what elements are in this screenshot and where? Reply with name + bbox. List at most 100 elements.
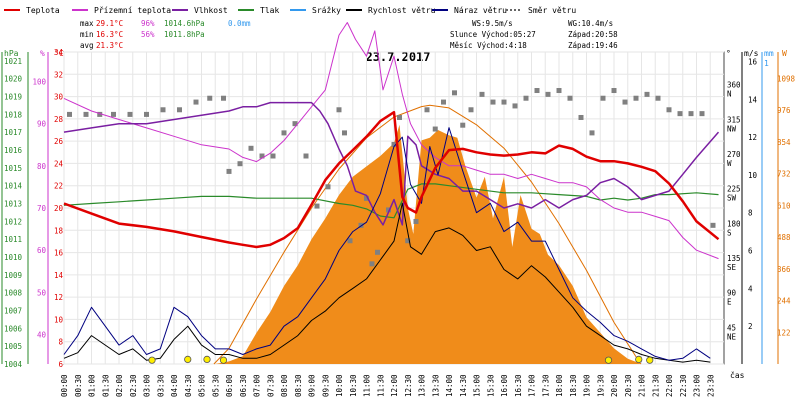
y-tick-dir-label: S bbox=[727, 228, 732, 237]
rain-marker bbox=[604, 356, 613, 364]
wind-direction-point bbox=[369, 261, 375, 267]
wind-direction-point bbox=[611, 88, 617, 94]
y-tick-degc: 16 bbox=[54, 249, 64, 258]
legend-wind-speed: Rychlost větru bbox=[368, 6, 436, 15]
wind-direction-point bbox=[633, 95, 639, 101]
wind-direction-point bbox=[432, 126, 438, 132]
axes: 00:00 00:30 01:00 01:30 02:00 02:30 03:00 03:30… bbox=[1, 48, 796, 397]
y-tick-hpa: 1004 bbox=[4, 360, 23, 369]
x-tick-label: 22:00 bbox=[665, 374, 674, 397]
wind-direction-point bbox=[413, 218, 419, 224]
stat-wg: WG:10.4m/s bbox=[568, 19, 613, 28]
y-tick-hpa: 1020 bbox=[4, 75, 23, 84]
y-tick-degc: 12 bbox=[54, 293, 63, 302]
stat-sun: Slunce Východ:05:27 bbox=[450, 30, 536, 39]
y-tick-wm2: 610 bbox=[777, 201, 791, 210]
stat-moon-set: Západ:19:46 bbox=[568, 41, 618, 50]
wind-direction-point bbox=[111, 111, 116, 117]
wind-direction-point bbox=[144, 111, 149, 117]
y-tick-hpa: 1012 bbox=[4, 217, 22, 226]
wind-direction-point bbox=[270, 153, 276, 159]
wind-direction-point bbox=[501, 99, 507, 105]
wind-direction-point bbox=[578, 114, 584, 120]
wind-direction-point bbox=[226, 168, 232, 174]
stat-ws: WS:9.5m/s bbox=[472, 19, 513, 28]
stat-min-humidity: 56% bbox=[141, 30, 155, 39]
wind-direction-point bbox=[589, 130, 595, 136]
x-tick-label: 17:30 bbox=[541, 374, 550, 397]
y-tick-dir-value: 90 bbox=[727, 289, 737, 298]
x-tick-label: 14:00 bbox=[445, 374, 454, 397]
axis-unit-wm2: W bbox=[782, 49, 787, 58]
y-tick-ms: 8 bbox=[748, 209, 753, 218]
axis-unit-hpa: hPa bbox=[4, 49, 19, 58]
wind-direction-point bbox=[622, 99, 628, 105]
x-tick-label: 19:30 bbox=[596, 374, 605, 397]
humidity-line bbox=[63, 101, 720, 226]
wind-direction-point bbox=[347, 238, 353, 244]
wind-direction-point bbox=[600, 95, 606, 101]
x-tick-label: 04:00 bbox=[170, 374, 179, 397]
wind-direction-point bbox=[460, 122, 466, 128]
solar-radiation-fill bbox=[215, 124, 642, 364]
y-tick-degc: 22 bbox=[54, 182, 63, 191]
y-tick-degc: 8 bbox=[58, 338, 63, 347]
stat-sun-set: Západ:20:58 bbox=[568, 30, 618, 39]
x-tick-label: 11:30 bbox=[376, 374, 385, 397]
axis-unit-pct: % bbox=[40, 49, 45, 58]
y-tick-dir-value: 135 bbox=[727, 254, 741, 263]
x-tick-label: 14:30 bbox=[459, 374, 468, 397]
y-tick-dir-label: NW bbox=[727, 124, 737, 133]
y-tick-dir-label: W bbox=[727, 159, 732, 168]
x-tick-label: 11:00 bbox=[363, 374, 372, 397]
y-tick-dir-value: 270 bbox=[727, 150, 741, 159]
y-tick-degc: 28 bbox=[54, 115, 64, 124]
y-tick-degc: 32 bbox=[54, 70, 63, 79]
wind-direction-point bbox=[237, 161, 243, 167]
wind-direction-point bbox=[127, 111, 133, 117]
y-tick-degc: 26 bbox=[54, 137, 64, 146]
x-tick-label: 07:30 bbox=[266, 374, 275, 397]
x-tick-label: 21:00 bbox=[638, 374, 647, 397]
y-tick-pct: 70 bbox=[37, 204, 47, 213]
ground-temperature-line bbox=[63, 22, 719, 260]
rain-marker bbox=[203, 355, 211, 363]
clear-sky-curve bbox=[213, 104, 642, 365]
x-tick-label: 15:00 bbox=[473, 374, 482, 397]
y-tick-pct: 80 bbox=[37, 162, 47, 171]
solar-radiation-area bbox=[213, 104, 642, 365]
x-tick-label: 15:30 bbox=[486, 374, 495, 397]
x-tick-label: 10:30 bbox=[349, 374, 358, 397]
y-tick-hpa: 1007 bbox=[4, 307, 22, 316]
stats: max 29.1°C 96% 1014.6hPa 0.0mm min 16.3°… bbox=[80, 19, 618, 50]
y-tick-pct: 40 bbox=[37, 330, 47, 339]
y-tick-hpa: 1018 bbox=[4, 110, 23, 119]
x-tick-label: 01:00 bbox=[88, 374, 97, 397]
wind-direction-point bbox=[523, 95, 529, 101]
legend-ground-temperature: Přízemní teplota bbox=[94, 6, 171, 15]
y-tick-pct: 90 bbox=[37, 120, 47, 129]
stat-max-temp: 29.1°C bbox=[96, 19, 123, 28]
x-tick-label: 09:30 bbox=[321, 374, 330, 397]
y-tick-ms: 6 bbox=[748, 247, 753, 256]
y-tick-hpa: 1017 bbox=[4, 128, 22, 137]
wind-direction-point bbox=[248, 145, 254, 151]
stat-max-pressure: 1014.6hPa bbox=[164, 19, 205, 28]
axis-unit-ms: m/s bbox=[744, 49, 759, 58]
wind-direction-point bbox=[386, 207, 391, 213]
stat-max-label: max bbox=[80, 19, 94, 28]
legend-wind-gust: Náraz větru bbox=[454, 6, 507, 15]
axis-unit-dir: ° bbox=[726, 49, 731, 58]
legend-humidity: Vlhkost bbox=[194, 6, 228, 15]
axis-unit-mm: mm bbox=[764, 49, 774, 58]
axis-mm-tick: 1 bbox=[764, 59, 769, 68]
x-axis-label: čas bbox=[730, 370, 745, 380]
wind-direction-point bbox=[160, 107, 166, 113]
wind-direction-point bbox=[556, 88, 562, 94]
x-tick-label: 03:00 bbox=[143, 374, 152, 397]
x-tick-label: 12:00 bbox=[390, 374, 399, 397]
wind-direction-point bbox=[303, 153, 309, 159]
y-tick-hpa: 1006 bbox=[4, 324, 23, 333]
x-tick-label: 19:00 bbox=[583, 374, 592, 397]
y-tick-dir-value: 315 bbox=[727, 115, 741, 124]
